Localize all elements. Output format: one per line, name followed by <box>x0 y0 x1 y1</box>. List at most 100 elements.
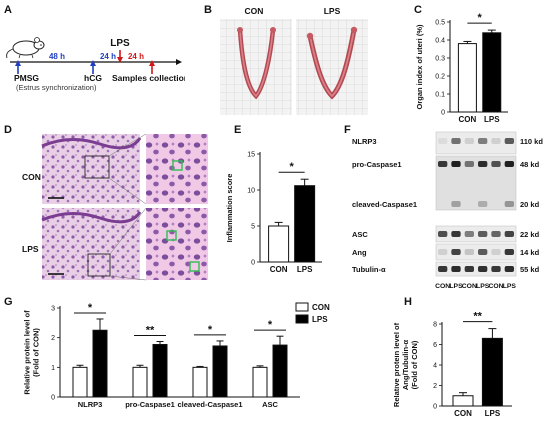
blot-kd-0: 110 kd <box>520 137 543 146</box>
x-tick-label: NLRP3 <box>78 400 103 409</box>
lane-label: CON <box>488 283 503 290</box>
blot-membrane-nlrp3 <box>435 131 517 155</box>
y-axis-label-line: (Fold of CON) <box>410 340 419 389</box>
samples-label: Samples collection <box>112 73 185 83</box>
y-tick-label: 3 <box>51 306 55 313</box>
y-axis-label: Organ index of uteri (%) <box>415 24 424 110</box>
panel-label-a: A <box>4 4 12 16</box>
blot-band <box>491 161 501 167</box>
bar-lps <box>272 344 288 398</box>
panel-a-timeline: LPS 48 h 24 h 24 h PMSG (Estrus synchron… <box>6 37 185 92</box>
blot-kd-5: 55 kd <box>520 265 540 274</box>
y-tick-label: 4 <box>433 363 437 370</box>
blot-band <box>451 231 461 237</box>
x-tick-label: CON <box>270 265 288 274</box>
chart-g-protein-levels: 0 1 2 3 Relative protein level of(Fold of CO… <box>23 302 331 409</box>
photo-lps <box>296 19 368 115</box>
histology-con-label: CON <box>22 172 41 182</box>
x-tick-label: cleaved-Caspase1 <box>177 400 242 409</box>
y-axis-label-line: Organ index of uteri (%) <box>415 24 424 110</box>
y-axis-label-line: (Fold of CON) <box>32 328 41 377</box>
panel-d-histology: CON LPS <box>22 133 208 281</box>
bar-con <box>452 395 474 407</box>
y-tick-label: 0.3 <box>435 56 445 63</box>
lane-label: LPS <box>476 283 490 290</box>
legend-label-lps: LPS <box>312 315 328 324</box>
y-axis-label-line: Relative protein level of <box>23 310 32 395</box>
lps-label: LPS <box>110 38 130 49</box>
blot-band <box>504 138 514 144</box>
x-tick-label: CON <box>459 115 477 124</box>
lane-label: CON <box>435 283 450 290</box>
legend-swatch-lps <box>295 314 309 324</box>
lane-label: LPS <box>503 283 517 290</box>
x-tick-label: LPS <box>484 115 500 124</box>
bar-lps <box>294 185 316 263</box>
hcg-arrow <box>90 60 96 74</box>
blot-label-5: Tubulin-α <box>352 265 386 274</box>
x-tick-label: pro-Caspase1 <box>125 400 175 409</box>
x-tick-label: ASC <box>262 400 278 409</box>
y-tick-label: 8 <box>433 322 437 329</box>
blot-band <box>478 249 488 255</box>
blot-label-0: NLRP3 <box>352 137 377 146</box>
blot-band <box>504 231 514 237</box>
y-tick-label: 0.2 <box>435 74 445 81</box>
blot-band <box>478 201 488 207</box>
interval-48h: 48 h <box>49 52 65 61</box>
blot-band <box>451 161 461 167</box>
bar-con <box>252 366 268 398</box>
y-tick-label: 15 <box>247 152 255 159</box>
bar-con <box>132 366 148 398</box>
panel-label-g: G <box>4 296 13 308</box>
y-tick-label: 0.1 <box>435 92 445 99</box>
bar-con <box>72 366 88 398</box>
y-axis-label: Relative protein level ofAng/Tubulin-α(F… <box>394 322 419 407</box>
blot-membrane-asc <box>435 225 517 243</box>
bar-lps <box>481 337 503 407</box>
blot-band <box>491 138 501 144</box>
y-tick-label: 1 <box>51 365 55 372</box>
y-tick-label: 2 <box>51 335 55 342</box>
bar-lps <box>92 329 108 398</box>
y-axis-label: Inflammation score <box>225 174 234 243</box>
y-tick-label: 0 <box>251 260 255 267</box>
blot-label-1: pro-Caspase1 <box>352 160 402 169</box>
blot-band <box>451 266 461 272</box>
blot-band <box>464 231 474 237</box>
y-tick-label: 5 <box>251 224 255 231</box>
histology-lps-label: LPS <box>22 244 39 254</box>
significance-star: ** <box>146 325 155 337</box>
pmsg-arrow <box>15 60 21 74</box>
panel-f-western-blot: NLRP3 110 kd pro-Caspase1 48 kd cleaved-Casp… <box>352 131 543 290</box>
bar-con <box>192 366 208 398</box>
panel-label-h: H <box>404 296 412 308</box>
panel-label-b: B <box>204 4 212 16</box>
blot-label-3: ASC <box>352 230 368 239</box>
y-tick-label: 0 <box>51 395 55 402</box>
lane-label: LPS <box>449 283 463 290</box>
chart-e-inflammation-score: 0 5 10 15 Inflammation score CON LPS * <box>225 152 322 274</box>
blot-band <box>491 231 501 237</box>
blot-band <box>504 249 514 255</box>
blot-band <box>438 138 448 144</box>
blot-band <box>464 249 474 255</box>
blot-band <box>478 138 488 144</box>
samples-arrow <box>149 60 155 74</box>
y-axis-label-line: Inflammation score <box>225 174 234 243</box>
blot-band <box>478 266 488 272</box>
significance-star: ** <box>473 311 482 323</box>
blot-membrane-pro-caspase1 <box>435 155 517 211</box>
panel-label-d: D <box>4 124 12 136</box>
photo-con <box>220 19 292 115</box>
photo-con-label: CON <box>245 6 264 16</box>
significance-star: * <box>477 12 482 24</box>
significance-star: * <box>88 302 93 314</box>
legend-label-con: CON <box>312 303 330 312</box>
y-axis-label-line: Relative protein level of <box>394 322 401 407</box>
blot-band <box>464 138 474 144</box>
blot-membrane-tubulin-α <box>435 261 517 277</box>
photo-lps-label: LPS <box>324 6 341 16</box>
bar-lps <box>212 345 228 398</box>
panel-label-f: F <box>344 124 351 136</box>
